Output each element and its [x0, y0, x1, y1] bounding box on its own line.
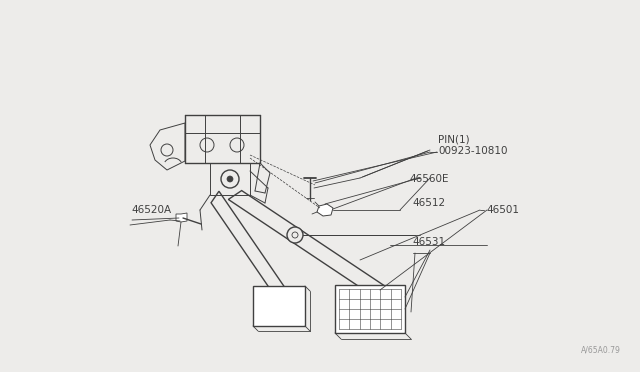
Polygon shape	[253, 286, 305, 326]
Polygon shape	[335, 285, 405, 333]
Circle shape	[227, 176, 233, 182]
Text: 46512: 46512	[413, 198, 446, 208]
Circle shape	[221, 170, 239, 188]
Polygon shape	[176, 213, 187, 222]
Circle shape	[287, 227, 303, 243]
Text: A/65A0.79: A/65A0.79	[581, 345, 621, 354]
Text: 00923-10810: 00923-10810	[438, 146, 508, 155]
Text: 46560E: 46560E	[410, 174, 449, 183]
Polygon shape	[317, 204, 333, 216]
Text: 46501: 46501	[486, 205, 520, 215]
Text: 46520A: 46520A	[131, 205, 172, 215]
Text: 46531: 46531	[413, 237, 446, 247]
Text: PIN(1): PIN(1)	[438, 135, 470, 144]
